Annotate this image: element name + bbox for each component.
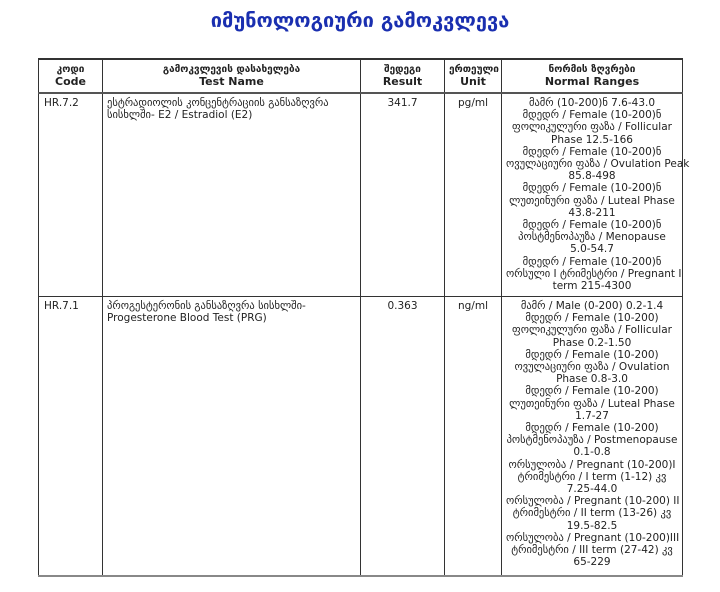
range-line: ორსულობა / Pregnant (10-200)I [508, 458, 676, 471]
range-line: ფოლიკულური ფაზა / Follicular [512, 121, 672, 134]
header-result-en: Result [382, 75, 423, 88]
range-line: Phase 0.2-1.50 [552, 336, 632, 349]
header-code-ka: კოდი [56, 64, 85, 75]
range-line: მდედრ / Female (10-200) [525, 385, 659, 398]
cell-normal-ranges: მამრ (10-200)ნ 7.6-43.0 მდედრ / Female (1… [501, 92, 690, 297]
range-line: term 215-4300 [552, 280, 632, 293]
range-line: მამრ / Male (0-200) 0.2-1.4 [520, 300, 664, 312]
range-line: მდედრ / Female (10-200)ნ [522, 109, 662, 122]
header-ranges-en: Normal Ranges [544, 75, 640, 88]
table-header: კოდი Code გამოკვლევის დასახელება Test Name… [38, 58, 683, 94]
range-line: მდედრ / Female (10-200) [525, 312, 659, 325]
header-result-ka: შედეგი [384, 64, 421, 75]
range-line: ოვულაციური ფაზა / Ovulation Peak [506, 158, 690, 171]
range-line: პოსტმენოპაუზა / Menopause [518, 231, 666, 244]
range-line: 0.1-0.8 [573, 446, 611, 459]
range-line: მდედრ / Female (10-200)ნ [522, 182, 662, 195]
header-ranges: ნორმის ზღვრები Normal Ranges [501, 58, 683, 94]
cell-code: HR.7.2 [38, 92, 103, 297]
range-line: Phase 0.8-3.0 [556, 373, 628, 386]
header-code-en: Code [55, 75, 86, 88]
page-title: იმუნოლოგიური გამოკვლევა [210, 8, 510, 32]
range-line: ლუთეინური ფაზა / Luteal Phase [509, 397, 675, 410]
table-row: HR.7.2 ესტრადიოლის კონცენტრაციის განსაზღ… [38, 92, 690, 297]
range-line: მამრ (10-200)ნ 7.6-43.0 [528, 97, 656, 109]
range-line: ფოლიკულური ფაზა / Follicular [512, 324, 672, 337]
range-line: მდედრ / Female (10-200) [525, 348, 659, 361]
cell-normal-ranges: მამრ / Male (0-200) 0.2-1.4 მდედრ / Femal… [501, 296, 683, 577]
range-line: 19.5-82.5 [566, 519, 618, 532]
range-line: 7.25-44.0 [566, 483, 618, 496]
table-row: HR.7.1 პროგესტერონის განსაზღვრა სისხლში-… [38, 296, 683, 577]
header-name-ka: გამოკვლევის დასახელება [162, 64, 301, 75]
range-line: ტრიმესტრი / III term (27-42) კვ [511, 544, 673, 557]
header-ranges-ka: ნორმის ზღვრები [548, 64, 636, 75]
header-unit-en: Unit [460, 75, 486, 88]
range-line: მდედრ / Female (10-200)ნ [522, 145, 662, 158]
cell-unit: pg/ml [444, 92, 502, 297]
range-line: ორსული I ტრიმესტრი / Pregnant I [506, 267, 682, 280]
header-unit: ერთეული Unit [444, 58, 502, 94]
results-table: კოდი Code გამოკვლევის დასახელება Test Name… [38, 58, 690, 577]
range-line: ტრიმესტრი / I term (1-12) კვ [517, 470, 667, 483]
range-line: 85.8-498 [568, 170, 616, 183]
cell-unit: ng/ml [444, 296, 502, 577]
cell-test-name: ესტრადიოლის კონცენტრაციის განსაზღვრა სის… [102, 92, 361, 297]
range-line: 65-229 [573, 556, 611, 569]
header-name-en: Test Name [199, 75, 264, 88]
range-line: 5.0-54.7 [570, 243, 614, 256]
range-line: მდედრ / Female (10-200)ნ [522, 255, 662, 268]
header-code: კოდი Code [38, 58, 103, 94]
header-unit-ka: ერთეული [449, 64, 499, 75]
cell-result: 341.7 [360, 92, 445, 297]
range-line: ორსულობა / Pregnant (10-200)III [506, 531, 680, 544]
range-line: Phase 12.5-166 [551, 133, 633, 146]
header-name: გამოკვლევის დასახელება Test Name [102, 58, 361, 94]
range-line: მდედრ / Female (10-200)ნ [522, 219, 662, 232]
range-line: პოსტმენოპაუზა / Postmenopause [506, 434, 678, 447]
header-result: შედეგი Result [360, 58, 445, 94]
range-line: ლუთეინური ფაზა / Luteal Phase [509, 194, 675, 207]
cell-test-name: პროგესტერონის განსაზღვრა სისხლში-Progest… [102, 296, 361, 577]
cell-code: HR.7.1 [38, 296, 103, 577]
range-line: ტრიმესტრი / II term (13-26) კვ [512, 507, 672, 520]
range-line: ორსულობა / Pregnant (10-200) II [506, 495, 680, 508]
range-line: 1.7-27 [575, 409, 609, 422]
range-line: 43.8-211 [568, 206, 616, 219]
range-line: მდედრ / Female (10-200) [525, 422, 659, 435]
range-line: ოვულაციური ფაზა / Ovulation [514, 361, 670, 374]
cell-result: 0.363 [360, 296, 445, 577]
